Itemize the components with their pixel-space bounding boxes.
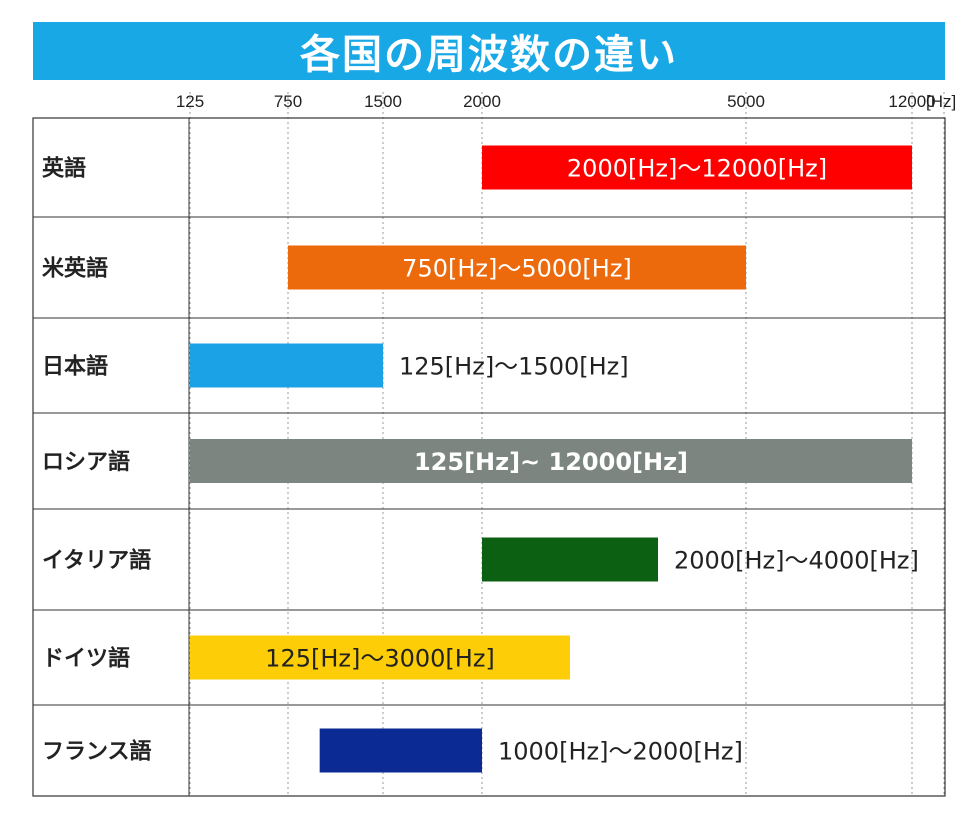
row-label: フランス語 <box>42 739 152 765</box>
range-bar <box>482 145 912 190</box>
x-tick-label: 750 <box>274 92 302 111</box>
x-unit-label: [Hz] <box>926 92 956 111</box>
row-label: 米英語 <box>42 256 108 282</box>
range-bar <box>190 439 912 483</box>
row-label: イタリア語 <box>42 548 151 574</box>
bar-data-label: 125[Hz]～1500[Hz] <box>399 353 629 381</box>
x-tick-label: 125 <box>176 92 204 111</box>
bar-data-label: 1000[Hz]～2000[Hz] <box>498 738 743 766</box>
row-label: ドイツ語 <box>42 646 130 672</box>
bar-data-label: 125[Hz]~ 12000[Hz] <box>414 448 688 476</box>
title-banner: 各国の周波数の違い <box>33 22 945 80</box>
x-tick-label: 2000 <box>463 92 501 111</box>
range-bar <box>319 728 482 773</box>
x-tick-label: 12000 <box>888 92 935 111</box>
bar-data-label: 750[Hz]～5000[Hz] <box>402 255 632 283</box>
row-label: 日本語 <box>42 354 108 380</box>
x-tick-label: 5000 <box>727 92 765 111</box>
chart-frame <box>32 117 946 797</box>
row-label: ロシア語 <box>42 449 130 475</box>
range-bar <box>190 343 383 388</box>
bar-data-label: 2000[Hz]～12000[Hz] <box>567 155 827 183</box>
range-bar <box>482 537 658 582</box>
row-label: 英語 <box>42 156 86 182</box>
chart-title: 各国の周波数の違い <box>300 32 678 78</box>
range-bar <box>288 245 746 290</box>
bar-data-label: 2000[Hz]～4000[Hz] <box>674 547 919 575</box>
bar-data-label: 125[Hz]～3000[Hz] <box>265 645 495 673</box>
x-tick-label: 1500 <box>364 92 402 111</box>
range-bar <box>190 635 570 680</box>
